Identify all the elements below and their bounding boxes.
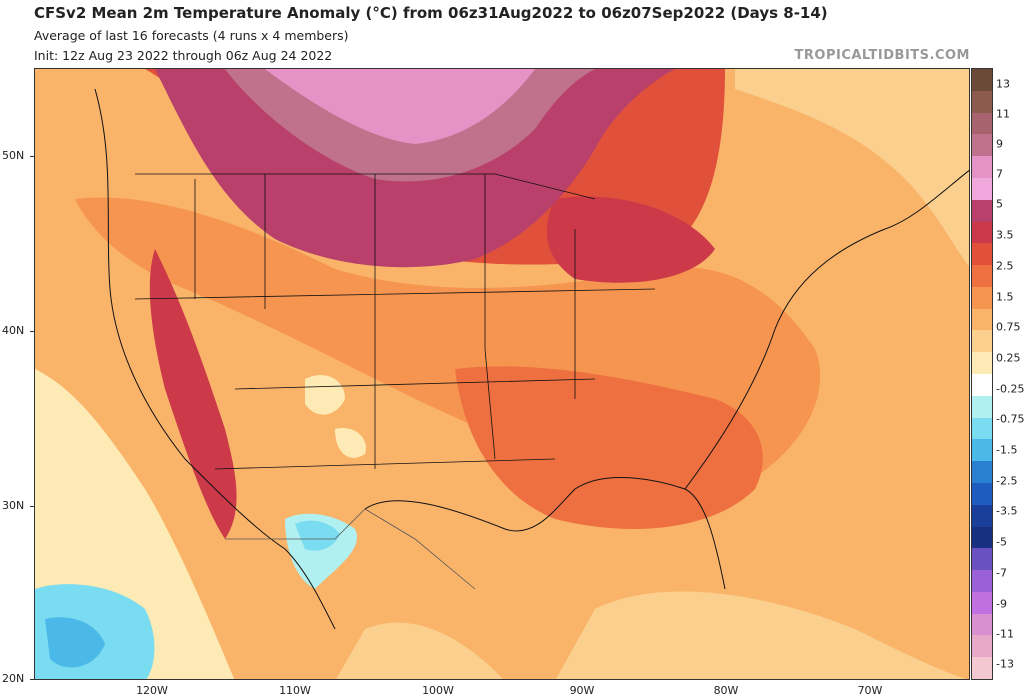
state-borders xyxy=(134,173,656,470)
interior-pale-spot xyxy=(305,375,345,415)
colorbar-segment xyxy=(972,439,992,462)
lon-label: 90W xyxy=(569,684,595,697)
init-time: Init: 12z Aug 23 2022 through 06z Aug 24… xyxy=(34,48,333,63)
credit-watermark: TROPICALTIDBITS.COM xyxy=(794,48,970,63)
colorbar-segment xyxy=(972,156,992,179)
colorbar-label: -3.5 xyxy=(996,504,1018,518)
lon-label: 120W xyxy=(136,684,168,697)
colorbar-segment xyxy=(972,308,992,331)
lat-tick xyxy=(30,156,35,157)
colorbar-segment xyxy=(972,265,992,288)
colorbar-segment xyxy=(972,395,992,419)
colorbar-segment xyxy=(972,570,992,593)
atlantic-pale-zone xyxy=(735,69,969,267)
colorbar-label: 2.5 xyxy=(996,259,1014,273)
western-red-band xyxy=(149,249,237,539)
colorbar-segment xyxy=(972,591,992,615)
colorbar-segment xyxy=(972,635,992,658)
colorbar-label: -9 xyxy=(996,597,1007,611)
colorbar-segment xyxy=(972,286,992,310)
map-svg xyxy=(35,69,969,679)
anomaly-map xyxy=(34,68,970,680)
colorbar-segment xyxy=(972,504,992,527)
colorbar-label: 13 xyxy=(996,77,1010,91)
pink-core xyxy=(265,69,535,144)
colorbar-label: 11 xyxy=(996,107,1010,121)
great-lakes-red-zone xyxy=(546,196,715,283)
colorbar-label: -13 xyxy=(996,657,1014,671)
colorbar-segment xyxy=(972,374,992,397)
colorbar-segment xyxy=(972,199,992,222)
colorbar-label: 1.5 xyxy=(996,290,1014,304)
colorbar-segment xyxy=(972,243,992,266)
colorbar-segment xyxy=(972,352,992,375)
lat-label: 50N xyxy=(2,149,25,162)
lat-tick xyxy=(30,679,35,680)
mexico-pale-zone xyxy=(336,622,504,679)
colorbar-segment xyxy=(972,330,992,353)
lat-tick xyxy=(30,331,35,332)
colorbar-label: 7 xyxy=(996,167,1003,181)
colorbar-segment xyxy=(972,134,992,157)
colorbar-label: -7 xyxy=(996,566,1007,580)
baja-cyan-core xyxy=(295,520,340,551)
lat-label: 40N xyxy=(2,324,25,337)
lon-label: 100W xyxy=(422,684,454,697)
coastline xyxy=(94,88,969,630)
colorbar-label: -1.5 xyxy=(996,443,1018,457)
mexico-border xyxy=(225,508,476,590)
colorbar-segment xyxy=(972,526,992,549)
lon-label: 80W xyxy=(713,684,739,697)
caribbean-pale-zone xyxy=(556,591,966,679)
colorbar-label: 3.5 xyxy=(996,228,1014,242)
colorbar-segment xyxy=(972,112,992,135)
colorbar-segment xyxy=(972,221,992,244)
colorbar-label: -0.25 xyxy=(996,382,1024,396)
colorbar-legend xyxy=(971,68,993,680)
colorbar-label: -2.5 xyxy=(996,474,1018,488)
colorbar-segment xyxy=(972,657,992,680)
colorbar-segment xyxy=(972,69,992,92)
colorbar-label: 0.75 xyxy=(996,320,1021,334)
colorbar-segment xyxy=(972,482,992,506)
colorbar-segment xyxy=(972,613,992,636)
colorbar-segment xyxy=(972,548,992,571)
colorbar-segment xyxy=(972,461,992,484)
lat-tick xyxy=(30,506,35,507)
colorbar-segment xyxy=(972,177,992,201)
colorbar-label: -11 xyxy=(996,627,1014,641)
lat-label: 30N xyxy=(2,499,25,512)
map-subtitle: Average of last 16 forecasts (4 runs x 4… xyxy=(34,28,349,43)
colorbar-label: 9 xyxy=(996,137,1003,151)
pacific-blue-core xyxy=(45,617,105,668)
colorbar-label: 0.25 xyxy=(996,351,1021,365)
map-title: CFSv2 Mean 2m Temperature Anomaly (°C) f… xyxy=(34,4,828,22)
lat-label: 20N xyxy=(2,672,25,685)
interior-pale-spot-2 xyxy=(335,428,366,458)
colorbar-label: -0.75 xyxy=(996,412,1024,426)
colorbar-segment xyxy=(972,90,992,114)
lon-label: 110W xyxy=(279,684,311,697)
colorbar-label: 5 xyxy=(996,197,1003,211)
lon-label: 70W xyxy=(857,684,883,697)
colorbar-label: -5 xyxy=(996,535,1007,549)
colorbar-segment xyxy=(972,417,992,440)
